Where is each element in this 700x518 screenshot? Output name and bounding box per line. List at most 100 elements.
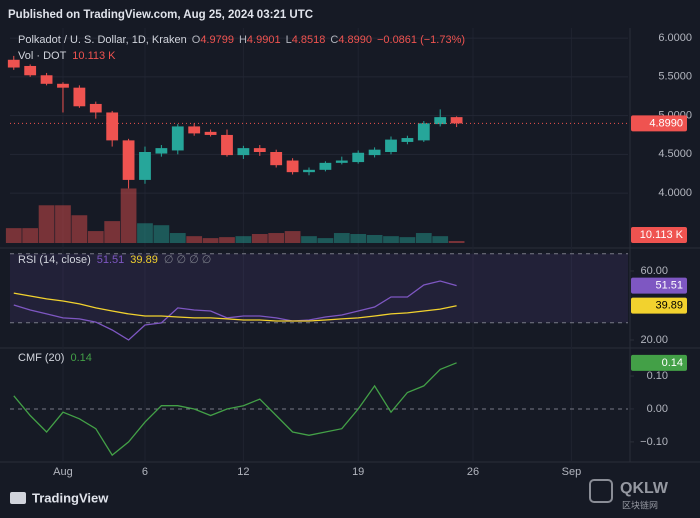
indicator-extra: ∅ ∅ ∅ ∅ (164, 254, 212, 266)
volume-bar (104, 221, 121, 243)
y-tick-label: 4.0000 (658, 187, 692, 199)
legend-o-prefix: O (192, 34, 201, 46)
candle-body (319, 162, 332, 170)
y-tick-label: 6.0000 (658, 32, 692, 44)
indicator-tag-bg (631, 297, 687, 314)
price-tag: 4.8990 (649, 117, 683, 129)
legend: CMF (20) 0.14 (18, 352, 92, 364)
candle-body (24, 65, 37, 76)
volume-bar (317, 238, 334, 243)
indicator-tag-bg (631, 277, 687, 294)
volume-legend-name: Vol · DOT (18, 50, 67, 62)
candle-body (368, 149, 381, 156)
y-tick-label: 60.00 (640, 265, 668, 277)
candle-body (122, 140, 135, 180)
candle-body (171, 126, 184, 151)
candle-body (7, 59, 20, 68)
indicator-value: 39.89 (130, 254, 158, 266)
y-tick-label: 5.5000 (658, 71, 692, 83)
indicator-value: 0.14 (70, 352, 91, 364)
volume-bar (268, 233, 285, 243)
candle-body (385, 139, 397, 152)
watermark-sub: 区块链网 (622, 499, 658, 510)
candle-body (434, 117, 447, 125)
volume-tag: 10.113 K (640, 229, 684, 241)
volume-bar (432, 236, 449, 243)
legend-low: 4.8518 (292, 34, 326, 46)
candle-body (139, 152, 151, 180)
volume-bar (71, 215, 88, 243)
indicator-title: RSI (14, close) (18, 254, 91, 266)
indicator-tag: 51.51 (655, 280, 683, 292)
published-header: Published on TradingView.com, Aug 25, 20… (8, 9, 313, 21)
volume-bar (186, 236, 203, 243)
volume-bar (366, 234, 383, 243)
volume-bar (219, 237, 235, 243)
volume-bar (415, 233, 432, 243)
volume-bar (153, 225, 170, 243)
volume-bar (333, 233, 350, 243)
legend-h-prefix: H (239, 34, 247, 46)
volume-bar (235, 236, 252, 243)
y-tick-label: 4.5000 (658, 148, 692, 160)
y-tick-label: 20.00 (640, 334, 668, 346)
volume-tag-bg (631, 227, 687, 243)
legend: Polkadot / U. S. Dollar, 1D, Kraken O4.97… (18, 34, 465, 46)
x-tick-label: Sep (562, 466, 582, 478)
watermark: QKLW (620, 480, 669, 497)
candle-body (303, 169, 315, 173)
indicator-tag: 39.89 (655, 300, 683, 312)
legend-c-prefix: C (330, 34, 338, 46)
price-tag-bg (631, 115, 687, 132)
candle-body (286, 160, 299, 173)
legend: Vol · DOT 10.113 K (18, 50, 116, 62)
volume-bar (448, 241, 465, 243)
candle-body (89, 103, 102, 113)
volume-bar (38, 205, 55, 243)
legend: RSI (14, close) 51.51 39.89 ∅ ∅ ∅ ∅ (18, 254, 211, 266)
candle-body (401, 138, 414, 142)
volume-bar (301, 236, 317, 243)
volume-bar (383, 236, 399, 243)
x-tick-label: 19 (352, 466, 364, 478)
x-tick-label: 6 (142, 466, 148, 478)
candle-body (106, 112, 119, 141)
volume-bar (87, 231, 104, 243)
candle-body (417, 123, 430, 141)
candle-body (73, 87, 86, 107)
indicator-line (13, 362, 457, 457)
legend-close: 4.8990 (338, 34, 372, 46)
legend-open: 4.9799 (200, 34, 234, 46)
candle-body (204, 131, 217, 135)
y-tick-label: 0.00 (647, 403, 668, 415)
watermark-logo (589, 479, 613, 503)
candle-body (221, 134, 233, 156)
volume-bar (120, 188, 137, 243)
volume-bar (55, 205, 71, 243)
indicator-value: 51.51 (97, 254, 125, 266)
candle-body (335, 160, 348, 163)
candle-body (188, 126, 201, 134)
candle-body (40, 75, 53, 84)
volume-bar (22, 228, 39, 243)
candle-body (237, 148, 250, 156)
indicator-tag: 0.14 (662, 357, 683, 369)
indicator-title: CMF (20) (18, 352, 64, 364)
volume-bar (399, 237, 416, 243)
x-tick-label: Aug (53, 466, 73, 478)
indicator-tag-bg (631, 354, 687, 371)
volume-bar (350, 234, 367, 243)
brand: TradingView (32, 490, 109, 505)
volume-bar (137, 223, 153, 243)
candle-body (253, 148, 266, 152)
volume-bar (169, 233, 186, 243)
volume-bar (202, 238, 219, 243)
candle-body (352, 152, 365, 163)
legend-l-prefix: L (286, 34, 292, 46)
indicator-line (13, 292, 457, 322)
volume-bar (251, 234, 268, 243)
x-tick-label: 12 (237, 466, 249, 478)
x-tick-label: 26 (467, 466, 479, 478)
brand-logo (10, 492, 26, 504)
indicator-line (13, 280, 457, 341)
